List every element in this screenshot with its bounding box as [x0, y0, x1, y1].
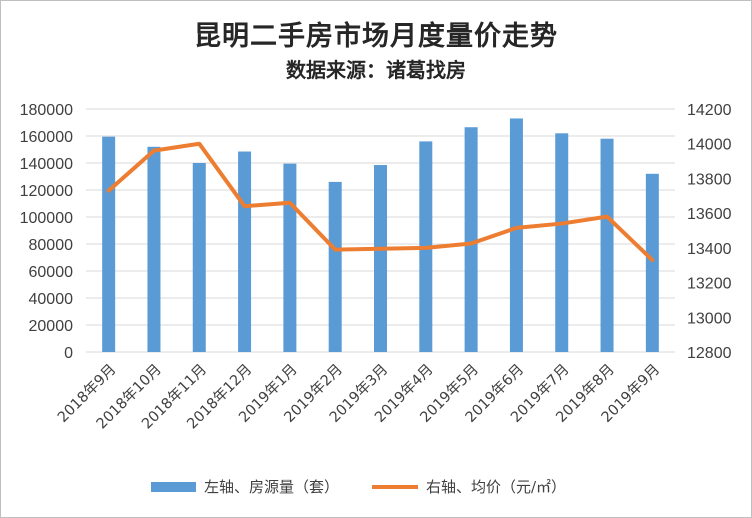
- legend-item-price: 右轴、均价（元/㎡）: [372, 476, 566, 497]
- bar-listings: [374, 165, 387, 352]
- legend-label-price: 右轴、均价（元/㎡）: [426, 478, 567, 496]
- right-axis-tick-label: 12800: [687, 345, 732, 362]
- right-axis-tick-label: 14000: [687, 137, 732, 154]
- right-axis-tick-label: 13600: [687, 206, 732, 223]
- chart-title: 昆明二手房市场月度量价走势: [194, 21, 558, 52]
- right-axis-tick-label: 13800: [687, 171, 732, 188]
- bar-listings: [283, 163, 297, 352]
- bar-listings: [555, 133, 569, 352]
- left-axis-tick-label: 20000: [29, 318, 74, 335]
- bar-listings: [600, 138, 614, 352]
- legend-swatch-bar: [151, 481, 196, 492]
- chart-legend: 左轴、房源量（套） 右轴、均价（元/㎡）: [0, 476, 752, 500]
- bar-listings: [645, 173, 659, 352]
- legend-item-listings: 左轴、房源量（套）: [151, 476, 339, 497]
- bar-listings: [328, 181, 342, 352]
- left-axis-tick-label: 160000: [20, 129, 73, 146]
- right-axis-tick-label: 14200: [687, 102, 732, 119]
- left-axis-tick-label: 40000: [29, 291, 74, 308]
- right-axis-tick-label: 13000: [687, 310, 732, 327]
- left-axis-tick-label: 140000: [20, 156, 73, 173]
- left-axis-tick-label: 100000: [20, 210, 73, 227]
- left-axis-tick-label: 180000: [20, 102, 73, 119]
- bar-listings: [147, 146, 161, 352]
- right-axis-tick-label: 13400: [687, 241, 732, 258]
- left-axis-tick-label: 0: [64, 345, 73, 362]
- right-axis-tick-label: 13200: [687, 276, 732, 293]
- bar-listings: [464, 127, 478, 352]
- bar-listings: [102, 136, 116, 352]
- bar-listings: [509, 118, 523, 352]
- left-axis-tick-label: 60000: [29, 264, 74, 281]
- legend-label-listings: 左轴、房源量（套）: [204, 478, 340, 496]
- bar-listings: [192, 163, 206, 352]
- left-axis-tick-label: 80000: [29, 237, 74, 254]
- left-axis-tick-label: 120000: [20, 183, 73, 200]
- bar-listings: [238, 151, 252, 352]
- legend-swatch-line: [372, 484, 418, 489]
- chart-subtitle: 数据来源：诸葛找房: [286, 58, 466, 82]
